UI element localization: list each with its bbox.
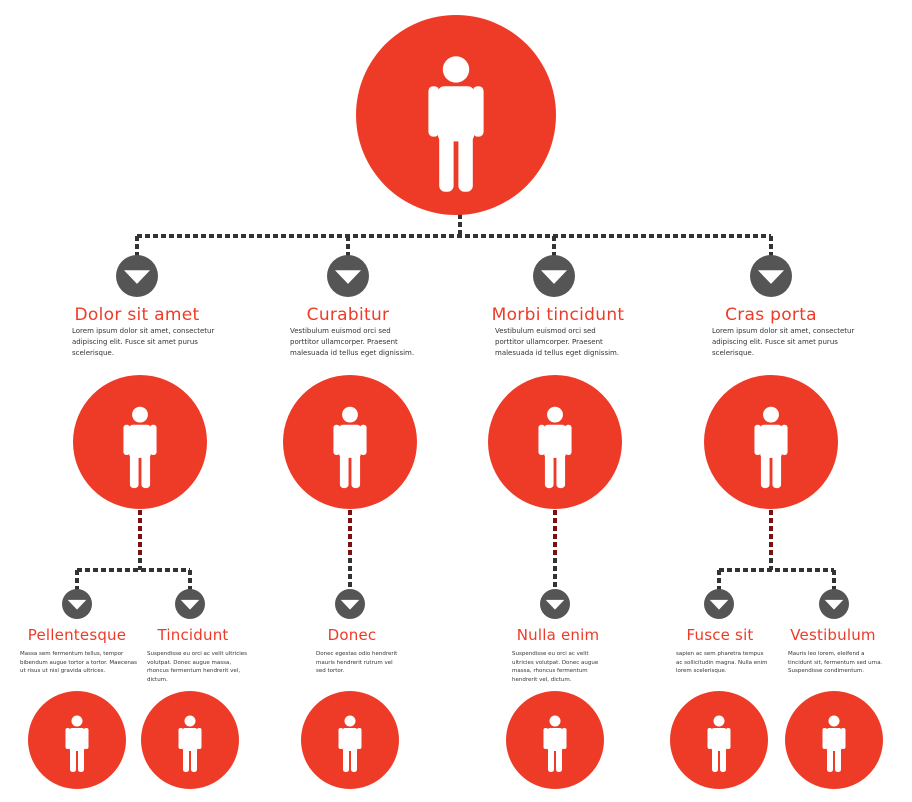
- down-arrow-icon: [540, 270, 568, 284]
- level1-title-1: Dolor sit amet: [74, 305, 200, 325]
- level1-title-3: Morbi tincidunt: [491, 305, 625, 325]
- down-arrow-icon: [709, 599, 729, 610]
- level2-node-2: [141, 691, 239, 789]
- level1-title-2: Curabitur: [306, 305, 390, 325]
- level2-arrow-6: [819, 589, 849, 619]
- level2-title-6: Vestibulum: [790, 626, 876, 644]
- level2-title-2: Tincidunt: [157, 626, 229, 644]
- down-arrow-icon: [757, 270, 785, 284]
- level2-node-5: [670, 691, 768, 789]
- level2-title-4: Nulla enim: [516, 626, 600, 644]
- level1-node-2: [283, 375, 417, 509]
- level2-title-5: Fusce sit: [686, 626, 754, 644]
- level1-node-3: [488, 375, 622, 509]
- level2-arrow-1: [62, 589, 92, 619]
- level2-node-3: [301, 691, 399, 789]
- level1-arrow-2: [327, 255, 369, 297]
- level2-desc-3: Donec egestas odio hendrerit mauris hend…: [316, 651, 398, 674]
- level1-arrow-3: [533, 255, 575, 297]
- level1-desc-3: Vestibulum euismod orci sed porttitor ul…: [495, 327, 620, 357]
- level2-arrow-5: [704, 589, 734, 619]
- level1-desc-2: Vestibulum euismod orci sed porttitor ul…: [290, 327, 415, 357]
- level2-node-6: [785, 691, 883, 789]
- level2-arrow-4: [540, 589, 570, 619]
- level2-desc-4: Suspendisse eu orci ac velit ultricies v…: [512, 651, 599, 683]
- root-node: [356, 15, 556, 215]
- level1-desc-1: Lorem ipsum dolor sit amet, consectetur …: [72, 327, 215, 357]
- down-arrow-icon: [824, 599, 844, 610]
- level1-node-4: [704, 375, 838, 509]
- level2-desc-2: Suspendisse eu orci ac velit ultricies v…: [147, 651, 248, 683]
- down-arrow-icon: [123, 270, 151, 284]
- level2-desc-5: sapien ac sem pharetra tempus ac sollici…: [676, 651, 768, 674]
- down-arrow-icon: [180, 599, 200, 610]
- level1-arrow-1: [116, 255, 158, 297]
- level2-node-4: [506, 691, 604, 789]
- level2-title-3: Donec: [327, 626, 377, 644]
- level2-title-1: Pellentesque: [27, 626, 127, 644]
- level1-arrow-4: [750, 255, 792, 297]
- level2-desc-6: Mauris leo lorem, eleifend a tincidunt s…: [788, 651, 883, 674]
- down-arrow-icon: [545, 599, 565, 610]
- down-arrow-icon: [340, 599, 360, 610]
- level1-desc-4: Lorem ipsum dolor sit amet, consectetur …: [712, 327, 855, 357]
- down-arrow-icon: [334, 270, 362, 284]
- level1-title-4: Cras porta: [725, 305, 817, 325]
- level2-arrow-2: [175, 589, 205, 619]
- level2-arrow-3: [335, 589, 365, 619]
- level2-node-1: [28, 691, 126, 789]
- level1-node-1: [73, 375, 207, 509]
- level2-desc-1: Massa sem fermentum tellus, tempor biben…: [20, 651, 138, 674]
- down-arrow-icon: [67, 599, 87, 610]
